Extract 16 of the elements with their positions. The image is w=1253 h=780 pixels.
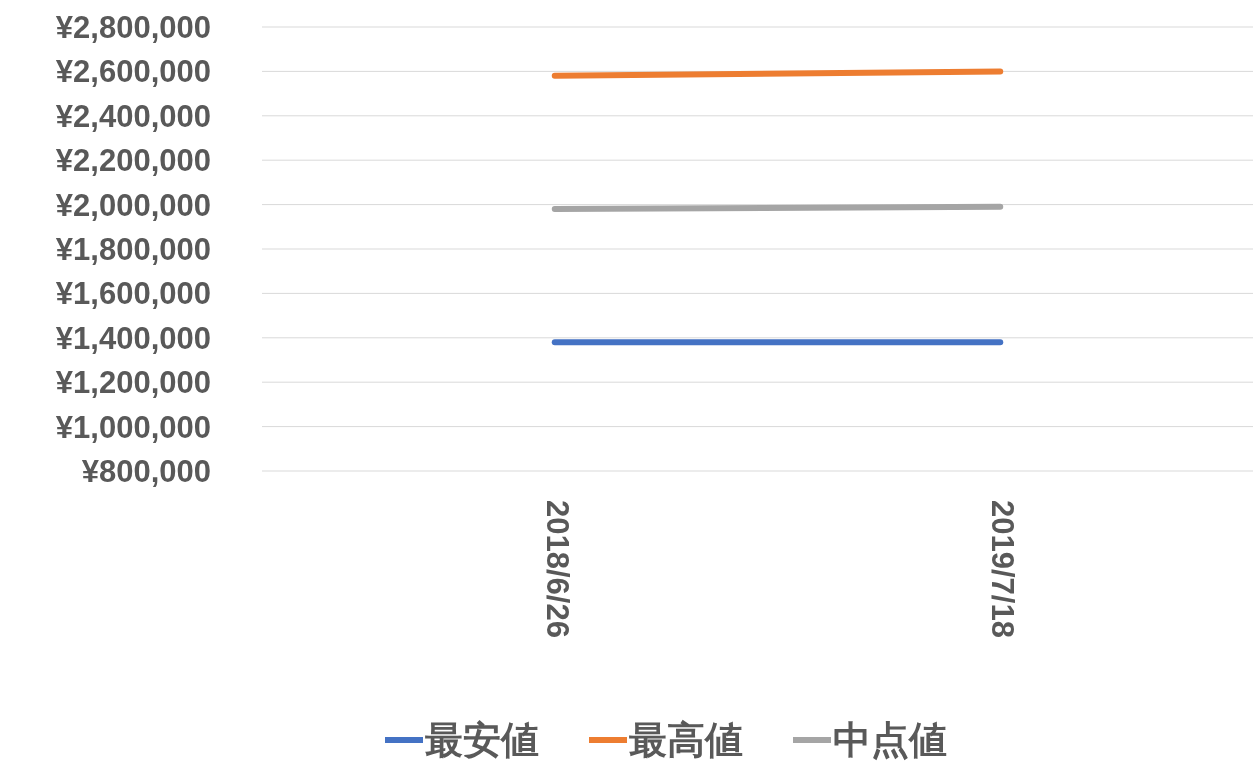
x-tick-label: 2019/7/18 [985, 500, 1021, 638]
y-tick-label: ¥2,200,000 [55, 143, 211, 179]
legend-label: 最安値 [425, 719, 539, 761]
legend-label: 最高値 [629, 719, 743, 761]
x-tick-label: 2018/6/26 [539, 500, 575, 638]
y-tick-label: ¥1,800,000 [55, 232, 211, 267]
y-tick-label: ¥1,200,000 [55, 365, 211, 401]
legend-label: 中点値 [833, 719, 947, 761]
y-tick-label: ¥1,000,000 [55, 409, 211, 445]
y-tick-label: ¥2,000,000 [55, 187, 211, 223]
y-tick-label: ¥2,600,000 [55, 54, 211, 90]
y-tick-label: ¥2,400,000 [55, 98, 211, 134]
y-tick-label: ¥1,600,000 [55, 276, 211, 312]
y-tick-label: ¥1,400,000 [55, 320, 211, 356]
y-tick-label: ¥2,800,000 [55, 10, 211, 45]
y-tick-label: ¥800,000 [81, 454, 211, 489]
